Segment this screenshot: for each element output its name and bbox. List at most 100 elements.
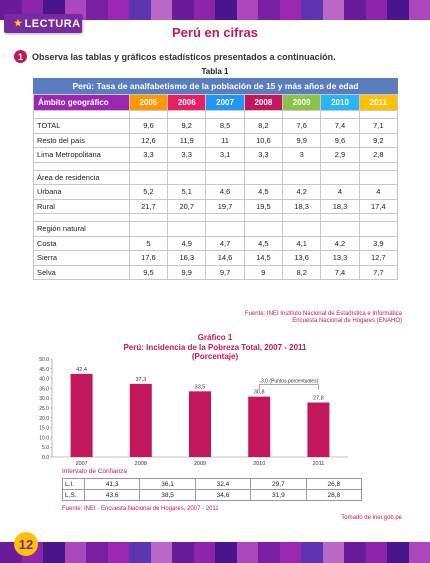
band-stripe bbox=[344, 0, 366, 20]
row-value: 3,3 bbox=[167, 147, 207, 163]
row-value: 19,5 bbox=[243, 198, 284, 214]
table-row: TOTAL 9,6 9,2 8,5 8,2 7,6 7,4 7,1 bbox=[33, 118, 399, 134]
row-value: 18,3 bbox=[282, 198, 322, 214]
row-value bbox=[282, 169, 322, 185]
band-stripe bbox=[215, 542, 237, 563]
x-tick-label: 2011 bbox=[312, 461, 324, 467]
row-value bbox=[358, 221, 399, 237]
confidence-value: 38,5 bbox=[139, 489, 196, 501]
chart-title-block: Gráfico 1 Perú: Incidencia de la Pobreza… bbox=[0, 333, 430, 362]
spacer-cell bbox=[33, 213, 130, 222]
row-value: 4,5 bbox=[243, 235, 284, 251]
spacer-cell bbox=[282, 161, 322, 171]
band-stripe bbox=[129, 542, 151, 563]
row-value: 5,2 bbox=[128, 184, 169, 200]
row-value: 3,3 bbox=[243, 147, 284, 163]
band-stripe bbox=[215, 0, 237, 20]
row-label: Selva bbox=[33, 264, 130, 280]
instruction-text: Observa las tablas y gráficos estadístic… bbox=[32, 52, 336, 62]
row-value: 9,2 bbox=[358, 132, 399, 148]
annotation-text: -3,0 (Puntos porcentuales) bbox=[259, 379, 318, 385]
credit-text: Tomado de inei.gob.pe bbox=[341, 515, 402, 521]
table-title: Perú: Tasa de analfabetismo de la poblac… bbox=[33, 78, 398, 94]
row-value: 2,9 bbox=[320, 147, 360, 163]
row-value: 7,7 bbox=[358, 264, 399, 280]
row-value: 9,7 bbox=[205, 264, 245, 280]
table-source-line1: Fuente: INEI Instituto Nacional de Estad… bbox=[244, 311, 402, 317]
row-label: Región natural bbox=[33, 221, 130, 237]
x-tick-label: 2007 bbox=[75, 461, 87, 467]
row-value: 9,2 bbox=[167, 118, 207, 134]
area-header: Ámbito geográfico bbox=[33, 94, 130, 111]
band-stripe bbox=[365, 542, 387, 563]
bar bbox=[307, 402, 330, 457]
lectura-label: LECTURA bbox=[24, 17, 81, 30]
spacer-cell bbox=[320, 110, 360, 119]
data-table: Ámbito geográfico 2005 2006 2007 2008 2009 20… bbox=[33, 94, 399, 280]
x-tick-label: 2010 bbox=[253, 461, 265, 467]
spacer-cell bbox=[358, 161, 399, 171]
y-tick-label: 35.0 bbox=[39, 386, 49, 392]
table-row: Costa 5 4,9 4,7 4,5 4,1 4,2 3,9 bbox=[33, 235, 399, 251]
spacer-cell bbox=[282, 213, 322, 222]
literacy-table: Perú: Tasa de analfabetismo de la poblac… bbox=[33, 78, 399, 280]
row-value: 9 bbox=[243, 264, 284, 280]
row-value: 7,4 bbox=[320, 264, 360, 280]
y-tick-label: 5.0 bbox=[42, 445, 49, 451]
band-stripe bbox=[172, 542, 194, 563]
row-value: 4,6 bbox=[205, 184, 245, 200]
spacer-row bbox=[33, 110, 399, 119]
confidence-value: 29,7 bbox=[250, 478, 307, 490]
row-value bbox=[128, 169, 169, 185]
confidence-value: 41,3 bbox=[83, 478, 141, 490]
page-title: Perú en cifras bbox=[172, 25, 258, 40]
band-stripe bbox=[279, 542, 301, 563]
spacer-cell bbox=[33, 110, 130, 119]
spacer-cell bbox=[128, 110, 169, 119]
step-number-badge: 1 bbox=[14, 50, 27, 63]
y-tick-label: 25.0 bbox=[39, 406, 49, 412]
row-value: 13,3 bbox=[320, 250, 360, 266]
table-source: Fuente: INEI Instituto Nacional de Estad… bbox=[245, 311, 402, 325]
row-value: 8,2 bbox=[282, 264, 322, 280]
row-value: 14,5 bbox=[243, 250, 284, 266]
band-stripe bbox=[64, 542, 86, 563]
spacer-cell bbox=[320, 213, 360, 222]
table-row: Urbana 5,2 5,1 4,6 4,5 4,2 4 4 bbox=[33, 184, 399, 200]
spacer-cell bbox=[205, 110, 245, 119]
row-value: 3,1 bbox=[205, 147, 245, 163]
band-stripe bbox=[193, 0, 215, 20]
row-value: 3,9 bbox=[358, 235, 399, 251]
spacer-cell bbox=[358, 110, 399, 119]
row-value: 20,7 bbox=[167, 198, 207, 214]
band-stripe bbox=[322, 542, 344, 563]
bar-value-label: 30,8 bbox=[254, 390, 265, 396]
table-caption: Tabla 1 bbox=[201, 67, 229, 76]
table-row: Región natural bbox=[33, 221, 399, 237]
star-icon: ★ bbox=[14, 18, 23, 28]
row-value: 14,6 bbox=[205, 250, 245, 266]
y-tick-label: 10.0 bbox=[39, 435, 49, 441]
spacer-cell bbox=[128, 161, 169, 171]
row-label: Lima Metropolitana bbox=[33, 147, 130, 163]
year-header: 2011 bbox=[358, 94, 399, 111]
band-stripe bbox=[279, 0, 301, 20]
confidence-table: L.I. 41,3 36,1 32,4 29,7 26,8 L.S. 43,6 38,5 34,6… bbox=[62, 478, 363, 501]
table-body: TOTAL 9,6 9,2 8,5 8,2 7,6 7,4 7,1 Resto del país… bbox=[33, 110, 399, 280]
row-value bbox=[320, 221, 360, 237]
year-header: 2009 bbox=[282, 94, 322, 111]
row-value bbox=[243, 169, 284, 185]
row-label: Costa bbox=[33, 235, 130, 251]
poverty-bar-chart: 0.0 5.0 10.0 15.0 20.0 25.0 30.0 35.0 40.0 45.0 50… bbox=[39, 357, 348, 467]
spacer-cell bbox=[358, 213, 399, 222]
band-stripe bbox=[301, 0, 323, 20]
y-tick-label: 45.0 bbox=[39, 367, 49, 373]
row-value: 4,1 bbox=[282, 235, 322, 251]
table-row: Área de residencia bbox=[33, 169, 399, 185]
confidence-row-label: L.I. bbox=[62, 478, 85, 490]
y-tick-label: 0.0 bbox=[42, 455, 49, 461]
row-label: Urbana bbox=[33, 184, 130, 200]
band-stripe bbox=[86, 542, 108, 563]
row-label: Rural bbox=[33, 198, 130, 214]
band-stripe bbox=[344, 542, 366, 563]
